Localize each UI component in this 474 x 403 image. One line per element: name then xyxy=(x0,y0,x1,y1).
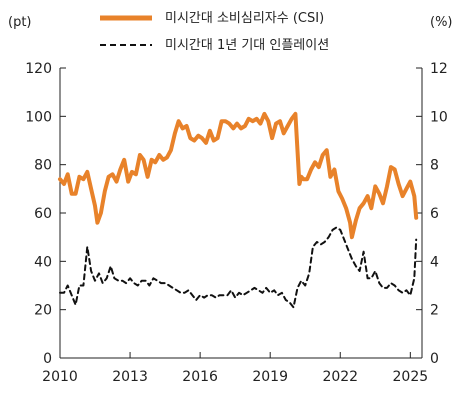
left-tick-label: 120 xyxy=(25,61,52,77)
x-tick-label: 2016 xyxy=(182,369,218,385)
x-tick-label: 2022 xyxy=(322,369,358,385)
right-tick-label: 12 xyxy=(430,61,448,77)
right-tick-label: 4 xyxy=(430,254,439,270)
left-tick-label: 100 xyxy=(25,109,52,125)
left-axis-unit: (pt) xyxy=(8,15,32,30)
right-tick-label: 2 xyxy=(430,303,439,319)
legend-label-csi: 미시간대 소비심리자수 (CSI) xyxy=(165,11,324,26)
left-tick-label: 0 xyxy=(43,351,52,367)
right-tick-label: 0 xyxy=(430,351,439,367)
series-line-inflation xyxy=(59,226,418,309)
series-line-csi xyxy=(58,111,419,240)
legend: 미시간대 소비심리자수 (CSI) 미시간대 1년 기대 인플레이션 xyxy=(100,11,329,53)
left-tick-label: 80 xyxy=(34,158,52,174)
right-tick-label: 10 xyxy=(430,109,448,125)
left-tick-label: 20 xyxy=(34,303,52,319)
x-tick-label: 2019 xyxy=(252,369,288,385)
left-tick-label: 60 xyxy=(34,206,52,222)
x-tick-label: 2013 xyxy=(112,369,148,385)
plot-area: 0 20 40 60 80 100 120 0 2 4 6 8 10 12 2010 2013 2016 2019… xyxy=(25,61,448,385)
right-tick-label: 6 xyxy=(430,206,439,222)
right-axis-unit: (%) xyxy=(430,15,453,30)
right-tick-label: 8 xyxy=(430,158,439,174)
legend-label-inflation: 미시간대 1년 기대 인플레이션 xyxy=(165,38,329,53)
x-tick-label: 2010 xyxy=(42,369,78,385)
x-tick-label: 2025 xyxy=(393,369,429,385)
left-tick-label: 40 xyxy=(34,254,52,270)
